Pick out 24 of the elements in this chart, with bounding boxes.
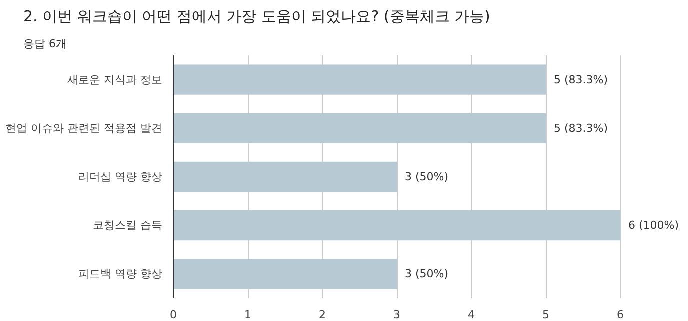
y-tick-label: 코칭스킬 습득: [93, 219, 163, 232]
x-tick-label: 5: [542, 308, 550, 321]
data-label: 3 (50%): [405, 170, 449, 184]
text: 응답 6개: [24, 38, 67, 50]
x-tick-label: 3: [394, 308, 400, 321]
x-tick-label: 1: [244, 308, 252, 321]
x-tick-label: 2: [319, 308, 326, 321]
chart-title: 2. 이번 워크숍이 어떤 점에서 가장 도움이 되었나요? (중복체크 가능): [24, 8, 490, 26]
bar: [174, 210, 620, 241]
y-tick-label: 피드백 역량 향상: [78, 268, 163, 281]
bar: [174, 113, 546, 144]
bar: [174, 162, 397, 192]
data-label: 3 (50%): [405, 268, 449, 281]
bar: [174, 259, 397, 290]
data-label: 6 (100%): [628, 219, 680, 232]
y-tick-label: 리더십 역량 향상: [78, 170, 163, 184]
x-tick-label: 6: [617, 308, 624, 321]
data-label: 5 (83.3%): [554, 73, 608, 86]
x-tick-label: 4: [468, 308, 475, 321]
data-label: 5 (83.3%): [554, 122, 608, 135]
bar: [174, 64, 546, 95]
x-tick-label: 0: [170, 308, 177, 321]
y-tick-label: 새로운 지식과 정보: [68, 73, 163, 86]
y-tick-label: 현업 이슈와 관련된 적용점 발견: [6, 122, 163, 135]
